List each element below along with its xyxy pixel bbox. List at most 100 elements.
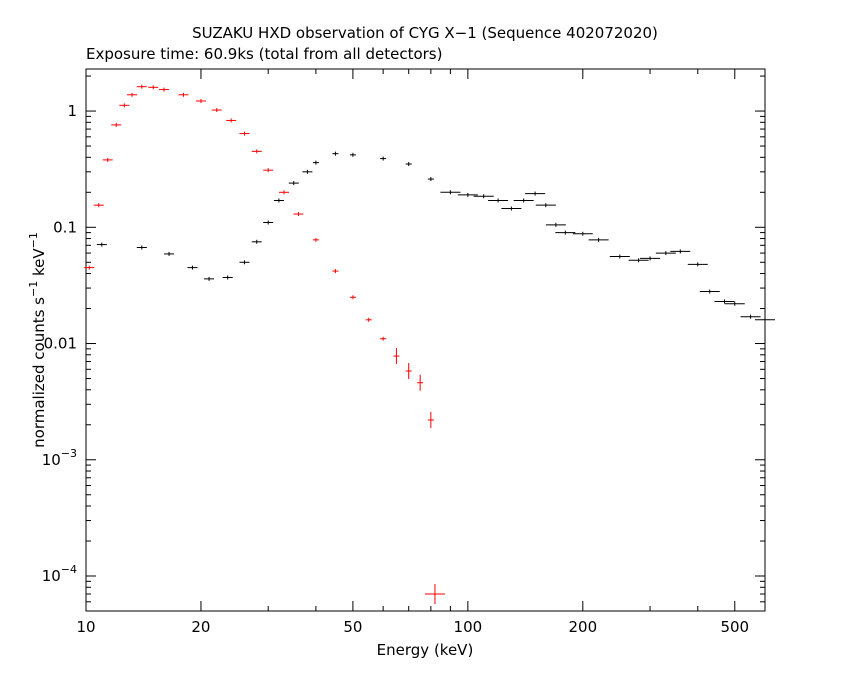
x-tick-label: 10 (76, 618, 95, 636)
data-point (380, 156, 387, 161)
data-point (226, 118, 237, 123)
data-point (670, 249, 691, 254)
data-point (405, 363, 412, 380)
data-point (555, 230, 576, 235)
data-point (239, 131, 250, 136)
y-tick-label: 10−3 (42, 447, 77, 469)
y-tick-label: 10−4 (42, 563, 77, 585)
data-point (640, 256, 661, 261)
x-tick-label: 50 (343, 618, 362, 636)
y-axis-label-text: normalized counts s (30, 297, 48, 448)
data-point (222, 275, 233, 280)
data-point (380, 336, 387, 341)
data-point (545, 222, 566, 227)
data-point (714, 299, 735, 304)
data-point (513, 198, 534, 203)
data-point (211, 108, 222, 113)
data-point (488, 198, 509, 203)
data-point (365, 317, 372, 322)
data-point (263, 168, 274, 173)
data-point (393, 348, 400, 365)
data-point (724, 301, 745, 306)
data-point (588, 237, 609, 242)
chart-subtitle: Exposure time: 60.9ks (total from all de… (86, 45, 442, 63)
data-point (136, 245, 147, 250)
data-point (93, 203, 104, 208)
data-point (427, 177, 434, 182)
data-point (164, 251, 175, 256)
data-point (535, 203, 556, 208)
y-tick-label: 1 (67, 102, 77, 120)
data-point (572, 231, 593, 236)
y-axis-label: normalized counts s−1 keV−1 (27, 232, 48, 448)
y-tick-label-base: 10 (42, 567, 61, 585)
series-1 (96, 151, 775, 322)
y-tick-label-exponent: −3 (61, 447, 77, 460)
plot-frame (85, 68, 766, 612)
data-point (96, 242, 107, 247)
data-point (312, 237, 319, 242)
data-point (102, 157, 113, 162)
data-point (251, 239, 262, 244)
data-point (263, 220, 274, 225)
data-point (609, 254, 630, 259)
y-tick-label-base: 0.01 (44, 335, 77, 353)
data-point (332, 269, 339, 274)
chart-title: SUZAKU HXD observation of CYG X−1 (Seque… (192, 24, 658, 42)
data-point (349, 152, 356, 157)
data-point (239, 260, 250, 265)
data-point (740, 314, 761, 319)
data-point (473, 194, 494, 199)
data-point (119, 103, 130, 108)
data-point (148, 85, 159, 90)
y-tick-label-exponent: −4 (61, 563, 77, 576)
x-axis-label: Energy (keV) (377, 641, 474, 659)
y-tick-label-base: 10 (42, 451, 61, 469)
data-point (699, 289, 720, 294)
x-tick-label: 20 (191, 618, 210, 636)
data-point (424, 584, 445, 605)
data-point (127, 92, 138, 97)
x-tick-label: 100 (454, 618, 483, 636)
y-axis-label-exp1: −1 (27, 281, 40, 297)
y-tick-label-base: 0.1 (53, 218, 77, 236)
data-point (312, 160, 319, 165)
data-point (302, 169, 313, 174)
data-point (136, 84, 147, 89)
data-point (158, 87, 169, 92)
data-point (332, 151, 339, 156)
series-0 (84, 84, 445, 605)
data-point (195, 99, 206, 104)
y-axis-label-exp2: −1 (27, 232, 40, 248)
data-point (440, 190, 461, 195)
y-tick-label-base: 1 (67, 102, 77, 120)
data-point (273, 198, 284, 203)
y-axis-label-unit: keV (30, 248, 48, 281)
data-point (457, 192, 478, 197)
data-point (501, 206, 522, 211)
x-tick-label: 200 (568, 618, 597, 636)
x-tick-label: 500 (720, 618, 749, 636)
data-point (187, 265, 198, 270)
data-point (405, 162, 412, 167)
data-point (755, 317, 775, 322)
y-tick-label: 0.1 (53, 218, 77, 236)
data-point (204, 276, 215, 281)
data-point (655, 251, 676, 256)
series-layer (84, 84, 775, 605)
data-point (349, 295, 356, 300)
data-point (251, 149, 262, 154)
y-tick-label: 0.01 (44, 335, 77, 353)
data-point (687, 262, 708, 267)
data-point (178, 92, 189, 97)
data-point (628, 258, 649, 263)
data-point (278, 190, 289, 195)
data-point (525, 191, 546, 196)
data-point (288, 181, 299, 186)
data-point (111, 122, 122, 127)
data-point (417, 374, 424, 391)
data-point (84, 265, 95, 270)
